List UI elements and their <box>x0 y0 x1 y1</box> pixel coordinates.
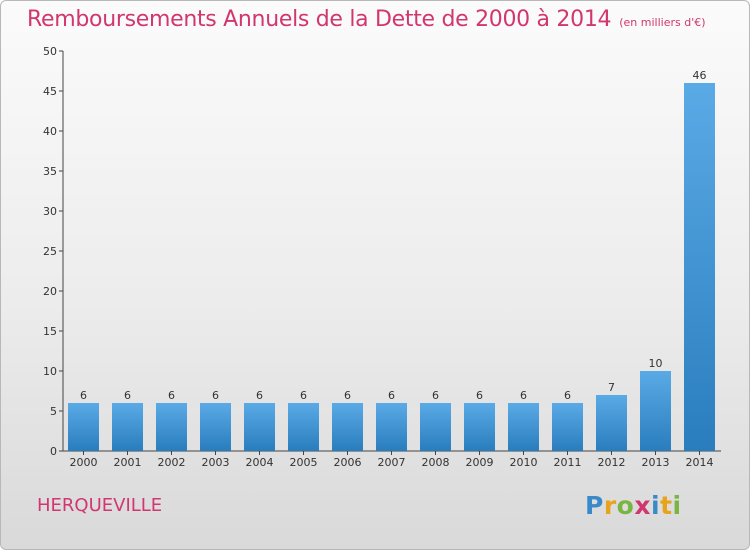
data-label: 6 <box>212 389 219 402</box>
data-label: 6 <box>300 389 307 402</box>
bar <box>156 403 187 451</box>
data-label: 6 <box>80 389 87 402</box>
bar <box>332 403 363 451</box>
logo-letter: r <box>603 491 617 520</box>
bar <box>244 403 275 451</box>
y-tick-label: 45 <box>43 85 57 98</box>
proxiti-logo: Proxiti <box>585 491 682 520</box>
data-label: 7 <box>608 381 615 394</box>
title-text: Remboursements Annuels de la Dette de 20… <box>27 7 612 32</box>
bar <box>376 403 407 451</box>
data-label: 6 <box>124 389 131 402</box>
x-tick-label: 2007 <box>378 456 406 469</box>
data-label: 6 <box>520 389 527 402</box>
logo-letter: P <box>585 491 604 520</box>
bar <box>112 403 143 451</box>
y-tick-label: 15 <box>43 325 57 338</box>
x-tick-label: 2006 <box>334 456 362 469</box>
y-tick-label: 40 <box>43 125 57 138</box>
bar <box>200 403 231 451</box>
y-tick-label: 50 <box>43 45 57 58</box>
bar <box>464 403 495 451</box>
bar <box>288 403 319 451</box>
x-tick-label: 2008 <box>422 456 450 469</box>
data-label: 46 <box>693 69 707 82</box>
x-tick-label: 2001 <box>114 456 142 469</box>
x-tick-label: 2003 <box>202 456 230 469</box>
x-tick-label: 2004 <box>246 456 274 469</box>
title-unit: (en milliers d'€) <box>619 16 706 29</box>
chart-title: Remboursements Annuels de la Dette de 20… <box>27 7 706 32</box>
data-label: 10 <box>649 357 663 370</box>
logo-letter: t <box>660 491 673 520</box>
bar <box>640 371 671 451</box>
bar <box>552 403 583 451</box>
logo-letter: o <box>616 491 635 520</box>
data-label: 6 <box>168 389 175 402</box>
data-label: 6 <box>344 389 351 402</box>
bar <box>596 395 627 451</box>
data-label: 6 <box>388 389 395 402</box>
data-label: 6 <box>564 389 571 402</box>
logo-letter: i <box>672 491 682 520</box>
y-tick-label: 0 <box>50 445 57 458</box>
x-tick-label: 2011 <box>554 456 582 469</box>
x-tick-label: 2009 <box>466 456 494 469</box>
y-tick-label: 20 <box>43 285 57 298</box>
x-tick-label: 2000 <box>70 456 98 469</box>
bar <box>684 83 715 451</box>
x-tick-label: 2012 <box>598 456 626 469</box>
data-label: 6 <box>476 389 483 402</box>
x-tick-label: 2014 <box>686 456 714 469</box>
bar <box>508 403 539 451</box>
x-tick-label: 2013 <box>642 456 670 469</box>
y-tick-label: 25 <box>43 245 57 258</box>
y-tick-label: 30 <box>43 205 57 218</box>
y-tick-label: 5 <box>50 405 57 418</box>
logo-letter: i <box>651 491 661 520</box>
logo-letter: x <box>634 491 651 520</box>
x-tick-label: 2002 <box>158 456 186 469</box>
x-tick-label: 2010 <box>510 456 538 469</box>
y-tick-label: 10 <box>43 365 57 378</box>
bar <box>68 403 99 451</box>
commune-name: HERQUEVILLE <box>37 495 163 516</box>
bar <box>420 403 451 451</box>
y-tick-label: 35 <box>43 165 57 178</box>
data-label: 6 <box>432 389 439 402</box>
data-label: 6 <box>256 389 263 402</box>
x-tick-label: 2005 <box>290 456 318 469</box>
